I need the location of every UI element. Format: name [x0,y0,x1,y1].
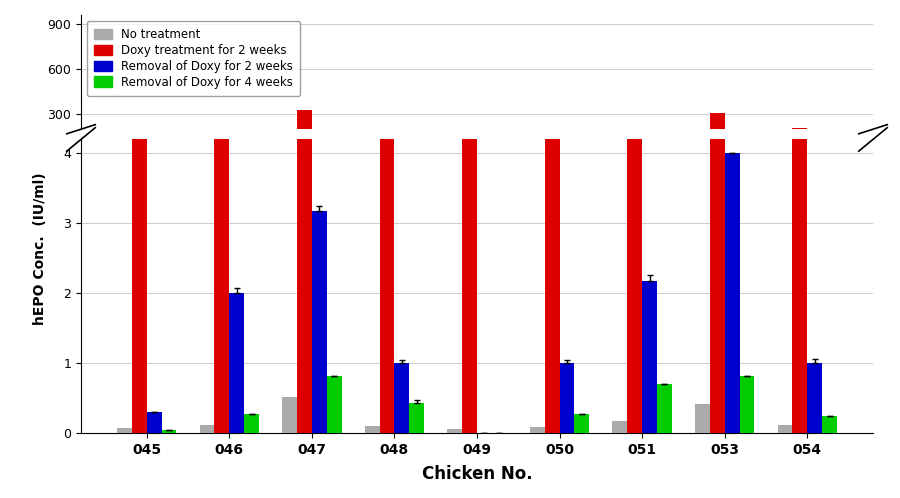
Bar [642,281,657,433]
Bar [297,111,312,159]
Bar [282,397,297,433]
Bar [544,0,560,433]
Bar [200,425,214,433]
Bar [214,129,230,159]
Bar [297,0,312,433]
Bar [230,293,244,433]
Bar [132,141,147,159]
Bar [462,0,477,433]
Bar [724,153,740,433]
Bar [394,364,410,433]
Legend: No treatment, Doxy treatment for 2 weeks, Removal of Doxy for 2 weeks, Removal o: No treatment, Doxy treatment for 2 weeks… [87,21,300,96]
Bar [574,414,590,433]
X-axis label: Chicken No.: Chicken No. [422,465,532,484]
Text: hEPO Conc.  (IU/ml): hEPO Conc. (IU/ml) [33,173,48,325]
Bar [327,376,342,433]
Bar [627,0,642,433]
Bar [560,364,574,433]
Bar [244,414,259,433]
Bar [380,129,394,159]
Bar [117,428,132,433]
Bar [657,384,672,433]
Bar [447,429,462,433]
Bar [147,412,162,433]
Bar [132,0,147,433]
Bar [380,0,394,433]
Bar [214,0,230,433]
Bar [710,0,724,433]
Bar [778,425,792,433]
Bar [627,129,642,159]
Bar [612,421,627,433]
Bar [710,114,724,159]
Bar [740,376,754,433]
Bar [530,427,544,433]
Bar [312,211,327,433]
Bar [792,0,807,433]
Bar [364,426,380,433]
Bar [462,144,477,159]
Bar [162,430,176,433]
Bar [410,403,424,433]
Bar [822,416,837,433]
Bar [807,364,822,433]
Bar [544,129,560,159]
Bar [695,404,710,433]
Bar [792,127,807,159]
